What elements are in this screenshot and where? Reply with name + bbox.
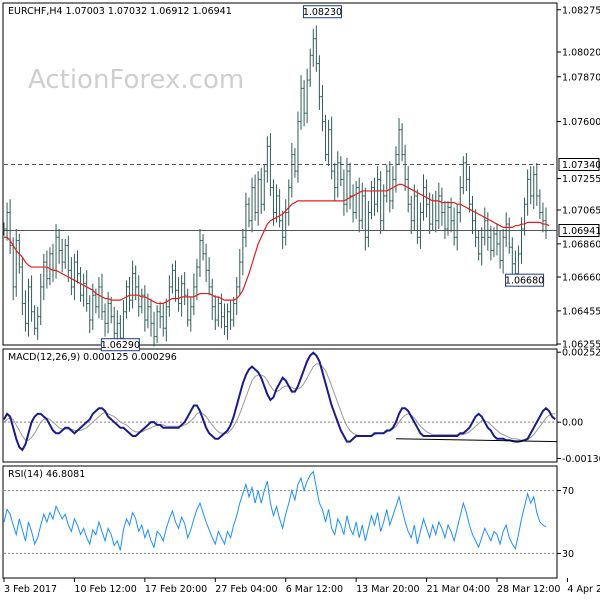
price-annotation-box xyxy=(302,5,342,19)
watermark: ActionForex.com xyxy=(28,65,244,95)
y-tick-label: 70 xyxy=(562,486,574,497)
y-tick-label: 1.08275 xyxy=(562,5,600,16)
moving-average-line xyxy=(4,183,550,305)
x-tick-label: 27 Feb 04:00 xyxy=(215,584,277,595)
rsi-panel xyxy=(2,465,558,579)
price-panel-title: EURCHF,H4 1.07003 1.07032 1.06912 1.0694… xyxy=(8,6,232,17)
x-tick-label: 10 Feb 12:00 xyxy=(74,584,136,595)
price-annotation: 1.08230 xyxy=(303,7,342,18)
price-annotation-box xyxy=(505,273,545,287)
price-panel xyxy=(2,2,558,346)
rsi-panel-title: RSI(14) 46.8081 xyxy=(8,469,85,480)
y-tick-label: 1.08020 xyxy=(562,47,600,58)
x-tick-label: 13 Mar 20:00 xyxy=(356,584,419,595)
y-tick-label: 1.07065 xyxy=(562,205,600,216)
axis-layer: 3 Feb 2017 10 Feb 12:00 17 Feb 20:00 27 Feb… xyxy=(3,578,600,595)
y-tick-label: 1.07870 xyxy=(562,72,600,83)
y-tick-label: 1.06455 xyxy=(562,306,600,317)
hline-label-box xyxy=(558,157,600,171)
y-tick-label: 1.06660 xyxy=(562,272,600,283)
macd-signal-line xyxy=(3,363,556,441)
y-tick-label: 1.07255 xyxy=(562,174,600,185)
hline-label: 1.07340 xyxy=(562,160,600,171)
y-tick-label: 1.06860 xyxy=(562,239,600,250)
y-tick-label: 0.002521 xyxy=(562,348,600,359)
price-annotation-box xyxy=(100,338,140,352)
y-tick-label: -0.001308 xyxy=(562,454,600,465)
macd-panel-title: MACD(12,26,9) 0.000125 0.000296 xyxy=(8,352,177,363)
x-tick-label: 6 Mar 12:00 xyxy=(286,584,343,595)
rsi-line xyxy=(3,470,547,551)
x-tick-label: 3 Feb 2017 xyxy=(4,584,57,595)
price-layer: 1.08230 1.06290 1.06680 1.08275 1.08020 1.078… xyxy=(2,5,600,352)
macd-panel xyxy=(2,348,558,463)
x-tick-label: 21 Mar 04:00 xyxy=(427,584,490,595)
x-tick-label: 28 Mar 12:00 xyxy=(497,584,560,595)
x-tick-label: 4 Apr 20:00 xyxy=(567,584,600,595)
macd-layer: 0.002521 0.00 -0.001308 xyxy=(3,348,600,465)
hline-label-box xyxy=(558,224,600,238)
x-tick-label: 17 Feb 20:00 xyxy=(145,584,207,595)
y-tick-label: 1.06255 xyxy=(562,340,600,351)
price-annotation: 1.06680 xyxy=(505,276,544,287)
y-tick-label: 30 xyxy=(562,549,574,560)
y-tick-label: 1.07600 xyxy=(562,117,600,128)
macd-line xyxy=(3,351,556,452)
hline-label: 1.06941 xyxy=(562,226,600,237)
price-annotation: 1.06290 xyxy=(101,340,140,351)
rsi-layer: 70 30 xyxy=(3,470,574,560)
macd-trendline xyxy=(395,438,558,443)
y-tick-label: 0.00 xyxy=(562,418,583,429)
